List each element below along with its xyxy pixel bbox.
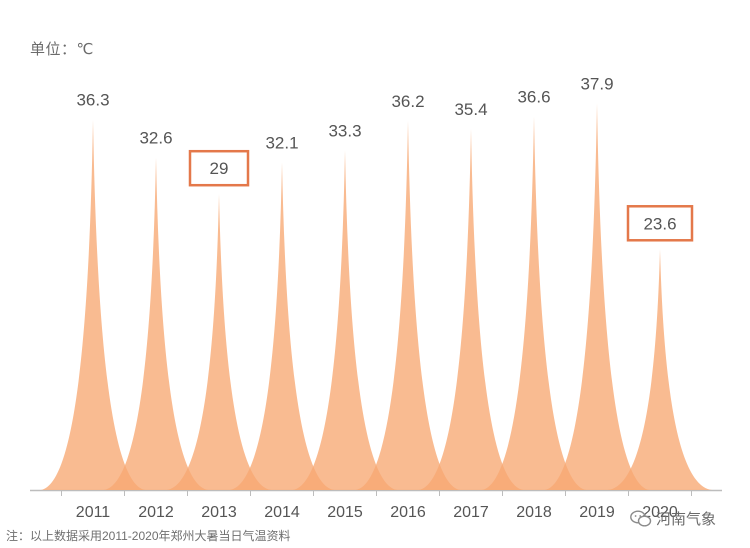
x-tick-label-2014: 2014 (264, 504, 300, 521)
peak-2020 (608, 249, 712, 490)
peak-2014 (230, 162, 334, 490)
peak-2019 (545, 103, 649, 491)
x-tick-label-2019: 2019 (579, 504, 615, 521)
wechat-icon (630, 509, 652, 527)
x-tick-label-2016: 2016 (390, 504, 426, 521)
watermark: 河南气象 (630, 508, 716, 529)
value-label-2018: 36.6 (517, 88, 550, 107)
peak-2013 (167, 194, 271, 490)
value-label-2015: 33.3 (328, 121, 361, 140)
peak-2016 (356, 120, 460, 490)
x-tick-label-2018: 2018 (516, 504, 552, 521)
watermark-text: 河南气象 (656, 511, 717, 528)
unit-label: 单位：℃ (30, 41, 94, 58)
peak-2012 (104, 157, 208, 491)
peak-2011 (41, 119, 145, 491)
x-tick-label-2020: 2020 (642, 504, 678, 521)
value-label-2014: 32.1 (265, 134, 298, 153)
value-label-2020: 23.6 (643, 214, 676, 233)
source-note: 注：以上数据采用2011-2020年郑州大暑当日气温资料 (6, 529, 291, 543)
value-label-2013: 29 (210, 159, 229, 178)
x-tick-label-2015: 2015 (327, 504, 363, 521)
value-label-2017: 35.4 (454, 100, 487, 119)
value-label-2016: 36.2 (391, 92, 424, 111)
peak-2018 (482, 116, 586, 491)
x-tick-label-2012: 2012 (138, 504, 174, 521)
highlight-box-2020 (626, 205, 694, 242)
peak-2017 (419, 128, 523, 491)
value-label-2011: 36.3 (76, 91, 109, 110)
value-label-2012: 32.6 (139, 128, 172, 147)
peaks-group (41, 103, 712, 491)
highlight-box-2013 (188, 149, 250, 187)
x-tick-label-2017: 2017 (453, 504, 489, 521)
x-tick-label-2013: 2013 (201, 504, 237, 521)
value-label-2019: 37.9 (580, 74, 613, 93)
peak-2015 (293, 150, 397, 490)
x-tick-label-2011: 2011 (76, 504, 111, 521)
